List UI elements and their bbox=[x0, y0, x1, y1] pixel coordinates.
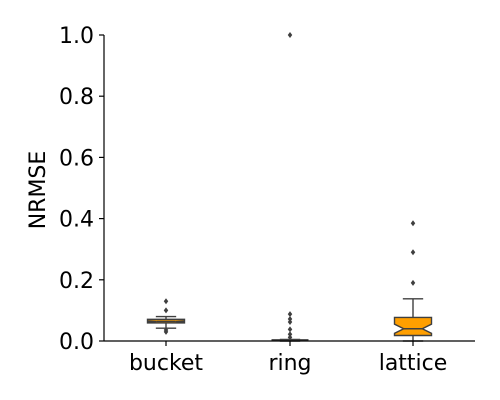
y-axis-title: NRMSE bbox=[26, 151, 51, 230]
y-tick-label: 0.2 bbox=[59, 269, 94, 294]
x-tick-label: ring bbox=[268, 351, 311, 376]
box-group-bucket bbox=[146, 298, 186, 335]
x-tick-label: lattice bbox=[379, 351, 448, 376]
box-group-ring bbox=[271, 32, 309, 342]
outlier-point bbox=[287, 311, 293, 318]
y-tick-label: 0.6 bbox=[59, 146, 94, 171]
outlier-point bbox=[287, 315, 293, 322]
outlier-point bbox=[163, 298, 169, 305]
y-tick-label: 1.0 bbox=[59, 24, 94, 49]
outlier-point bbox=[287, 326, 293, 333]
y-axis-ticks: 0.0 0.2 0.4 0.6 0.8 1.0 bbox=[59, 24, 104, 355]
outlier-point bbox=[163, 307, 169, 314]
y-tick-label: 0.4 bbox=[59, 208, 94, 233]
outlier-point bbox=[287, 334, 293, 341]
y-tick-label: 0.0 bbox=[59, 330, 94, 355]
outlier-point bbox=[410, 249, 416, 256]
outlier-point bbox=[410, 220, 416, 227]
box-group-lattice bbox=[393, 220, 433, 342]
outlier-point bbox=[163, 326, 169, 333]
outlier-point bbox=[287, 331, 293, 338]
outlier-point bbox=[410, 279, 416, 286]
outlier-point bbox=[287, 32, 293, 38]
x-tick-label: bucket bbox=[129, 351, 203, 376]
x-axis-ticks: bucket ring lattice bbox=[129, 341, 447, 376]
plot-area bbox=[146, 32, 433, 342]
box-lattice bbox=[393, 316, 433, 337]
outlier-point bbox=[287, 319, 293, 326]
y-tick-label: 0.8 bbox=[59, 85, 94, 110]
